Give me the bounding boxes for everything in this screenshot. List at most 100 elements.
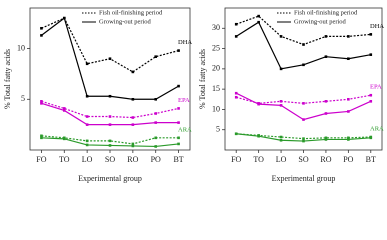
y-tick-label: 20 xyxy=(212,64,220,73)
point xyxy=(369,53,373,56)
point xyxy=(234,95,238,99)
point xyxy=(108,144,112,147)
point xyxy=(85,143,89,147)
y-tick-label: 15 xyxy=(212,84,220,93)
point xyxy=(40,136,43,140)
point xyxy=(257,14,260,18)
point xyxy=(85,139,89,143)
x-tick-label: BT xyxy=(173,155,183,164)
point xyxy=(347,97,350,101)
series-line xyxy=(41,102,179,126)
point xyxy=(234,132,238,136)
point xyxy=(108,115,112,118)
legend-label: Growing-out period xyxy=(294,18,347,25)
y-axis-label: % Total fatty acids xyxy=(3,49,12,109)
point xyxy=(154,121,158,124)
point xyxy=(154,145,158,148)
point xyxy=(279,138,283,142)
point xyxy=(234,35,238,38)
point xyxy=(85,62,89,66)
plot-frame xyxy=(29,7,191,151)
series-line xyxy=(41,17,179,73)
point xyxy=(347,136,350,140)
x-tick-label: FO xyxy=(36,155,46,164)
point xyxy=(154,136,158,140)
point xyxy=(131,144,135,148)
point xyxy=(131,116,135,119)
point xyxy=(324,112,328,115)
point xyxy=(131,142,135,146)
point xyxy=(302,102,305,105)
point xyxy=(177,107,180,110)
legend-label: Growing-out period xyxy=(99,18,152,25)
point xyxy=(62,137,66,141)
point xyxy=(369,93,373,97)
series-label: DHA xyxy=(178,39,192,46)
point xyxy=(302,118,305,121)
point xyxy=(369,100,373,103)
point xyxy=(85,123,89,126)
point xyxy=(85,94,89,98)
point xyxy=(302,63,305,67)
series-label: ARA xyxy=(178,126,192,133)
x-tick-label: TO xyxy=(253,155,264,164)
point xyxy=(131,123,135,126)
point xyxy=(279,135,283,139)
point xyxy=(62,107,66,110)
point xyxy=(324,136,328,140)
point xyxy=(234,91,238,95)
y-tick-label: 10 xyxy=(212,104,220,113)
y-tick-label: 10 xyxy=(17,43,25,52)
point xyxy=(324,55,328,58)
point xyxy=(302,137,305,140)
series-label: EPA xyxy=(370,84,382,91)
point xyxy=(177,49,180,52)
point xyxy=(302,139,305,143)
point xyxy=(369,33,373,36)
x-tick-label: PO xyxy=(151,155,161,164)
point xyxy=(302,43,305,46)
point xyxy=(177,142,180,146)
point xyxy=(369,136,373,140)
point xyxy=(257,102,260,106)
x-tick-label: LO xyxy=(82,155,93,164)
point xyxy=(177,84,180,88)
x-tick-label: SO xyxy=(105,155,115,164)
point xyxy=(257,20,260,24)
point xyxy=(177,121,180,124)
legend-label: Fish oil-finishing period xyxy=(294,9,358,16)
point xyxy=(40,34,43,37)
series-label: ARA xyxy=(370,126,384,133)
point xyxy=(154,55,158,58)
point xyxy=(234,22,238,26)
point xyxy=(40,100,43,103)
point xyxy=(347,57,350,61)
y-axis-label: % Total fatty acids xyxy=(198,49,207,109)
point xyxy=(131,97,135,101)
x-tick-label: FO xyxy=(231,155,241,164)
point xyxy=(324,138,328,141)
point xyxy=(40,102,43,105)
point xyxy=(40,26,43,30)
point xyxy=(279,67,283,71)
point xyxy=(347,110,350,113)
point xyxy=(324,35,328,38)
point xyxy=(279,100,283,103)
point xyxy=(131,70,135,74)
point xyxy=(154,97,158,101)
point xyxy=(347,138,350,141)
y-tick-label: 5 xyxy=(216,125,220,134)
point xyxy=(108,94,112,98)
point xyxy=(279,104,283,107)
y-tick-label: 30 xyxy=(212,23,220,32)
x-axis-label: Experimental group xyxy=(78,174,142,183)
point xyxy=(347,35,350,38)
series-label: DHA xyxy=(370,23,384,30)
point xyxy=(177,136,180,140)
x-tick-label: LO xyxy=(276,155,287,164)
legend-label: Fish oil-finishing period xyxy=(99,9,163,16)
y-tick-label: 25 xyxy=(212,43,220,52)
x-tick-label: RO xyxy=(127,155,138,164)
point xyxy=(62,16,66,20)
series-line xyxy=(235,92,372,121)
